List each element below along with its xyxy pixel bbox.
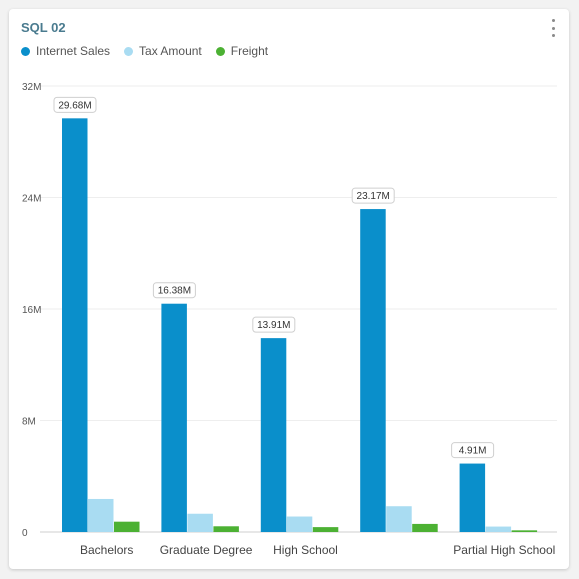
chart-legend: Internet Sales Tax Amount Freight (21, 44, 268, 58)
data-label: 16.38M (158, 286, 191, 297)
menu-dot (551, 19, 555, 22)
bar-freight[interactable] (312, 527, 339, 532)
data-label: 23.17M (357, 191, 390, 202)
y-tick-label: 32M (22, 82, 41, 93)
legend-swatch-tax-amount (124, 46, 134, 56)
more-options-icon[interactable] (549, 19, 557, 37)
data-label: 29.68M (58, 100, 91, 111)
bar-tax-amount[interactable] (88, 498, 114, 532)
bar-freight[interactable] (511, 530, 538, 532)
legend-label-internet-sales: Internet Sales (36, 44, 111, 58)
x-tick-label: High School (273, 543, 338, 557)
bar-freight[interactable] (213, 526, 239, 532)
menu-dot (551, 26, 555, 30)
bar-internet-sales[interactable] (459, 463, 486, 532)
data-label-box (451, 442, 495, 459)
bar-internet-sales[interactable] (161, 303, 187, 532)
data-label: 4.91M (459, 446, 487, 457)
data-label: 13.91M (257, 320, 290, 331)
data-label-box (152, 282, 196, 299)
x-tick-label: Graduate Degree (160, 543, 253, 557)
y-tick-label: 24M (22, 194, 41, 205)
legend-label-tax-amount: Tax Amount (139, 44, 202, 58)
legend-swatch-internet-sales (21, 46, 30, 56)
data-label-box (252, 316, 296, 333)
data-label-box (351, 187, 395, 204)
menu-dot (551, 34, 555, 37)
bar-internet-sales[interactable] (360, 209, 386, 533)
legend-item-tax-amount[interactable]: Tax Amount (124, 44, 202, 58)
bar-freight[interactable] (412, 523, 438, 532)
x-tick-label: Partial High School (453, 543, 555, 557)
bar-freight[interactable] (114, 521, 140, 532)
bar-tax-amount[interactable] (187, 513, 213, 532)
legend-label-freight: Freight (230, 44, 269, 58)
bar-internet-sales[interactable] (62, 118, 88, 533)
bar-tax-amount[interactable] (286, 516, 313, 532)
bar-tax-amount[interactable] (386, 506, 412, 532)
legend-item-internet-sales[interactable]: Internet Sales (21, 44, 110, 58)
y-tick-label: 0 (22, 528, 28, 539)
y-tick-label: 8M (22, 417, 36, 428)
bar-internet-sales[interactable] (260, 338, 287, 532)
y-tick-label: 16M (22, 305, 41, 316)
data-label-box (53, 96, 97, 113)
bar-tax-amount[interactable] (485, 526, 512, 532)
legend-swatch-freight (215, 46, 225, 56)
x-tick-label: Bachelors (80, 543, 133, 557)
legend-item-freight[interactable]: Freight (215, 44, 269, 58)
widget-title: SQL 02 (21, 20, 66, 35)
